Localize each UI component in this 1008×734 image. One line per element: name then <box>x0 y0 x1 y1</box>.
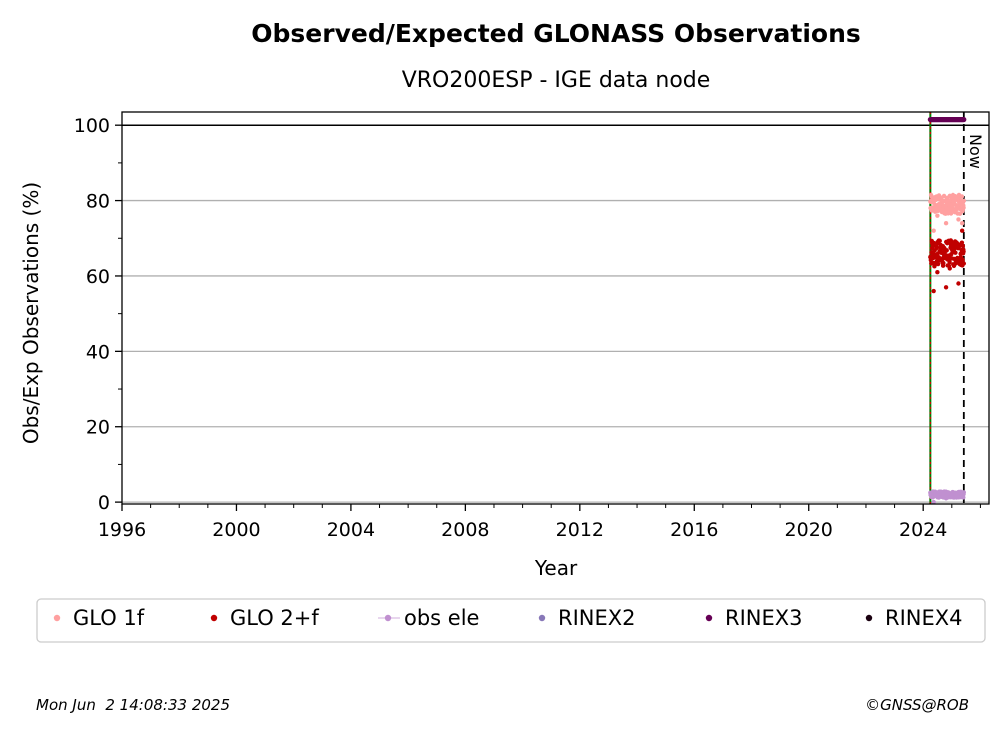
axes: 1996 2000 2004 2008 2012 2016 2020 2024 0 20 40 60 8… <box>74 115 981 541</box>
legend-marker <box>384 614 392 622</box>
data-point <box>937 238 942 244</box>
data-point <box>943 285 949 290</box>
data-point <box>960 243 966 249</box>
data-point <box>931 228 936 233</box>
reference-lines <box>122 112 989 504</box>
legend-label: RINEX3 <box>725 606 803 630</box>
data-point <box>931 240 937 246</box>
data-point <box>959 228 965 233</box>
footer-timestamp: Mon Jun 2 14:08:33 2025 <box>36 696 230 714</box>
legend-entry-rinex4: RINEX4 <box>865 606 963 630</box>
series-glo-1f <box>928 192 967 233</box>
y-tick-label: 20 <box>86 417 110 439</box>
data-point <box>943 220 949 226</box>
data-point <box>947 209 952 215</box>
grid-lines <box>122 124 989 503</box>
now-label: Now <box>966 134 985 169</box>
series-obs-ele <box>928 489 967 505</box>
footer-credit: ©GNSS@ROB <box>865 696 969 714</box>
legend: GLO 1f GLO 2+f obs ele RINEX2 RINEX3 RINEX4 <box>36 598 986 643</box>
data-point <box>935 261 941 267</box>
legend-label: RINEX2 <box>558 606 636 630</box>
legend-marker <box>210 614 218 622</box>
legend-label: GLO 2+f <box>230 606 319 630</box>
plot-frame <box>121 111 990 505</box>
chart-title: Observed/Expected GLONASS Observations <box>251 19 861 48</box>
legend-entry-glo-2-f: GLO 2+f <box>210 606 319 630</box>
legend-marker <box>865 614 873 622</box>
x-tick-label: 1996 <box>98 519 146 541</box>
chart-subtitle: VRO200ESP - IGE data node <box>402 68 711 93</box>
data-point <box>956 281 961 286</box>
legend-entry-obs-ele: obs ele <box>378 606 479 630</box>
legend-entry-rinex2: RINEX2 <box>538 606 636 630</box>
x-tick-label: 2004 <box>327 519 375 541</box>
data-point <box>944 248 949 253</box>
data-point <box>961 261 967 266</box>
data-point <box>935 213 940 218</box>
data-point <box>957 244 962 249</box>
legend-marker <box>53 614 61 622</box>
data-point <box>941 260 946 266</box>
data-point <box>961 490 967 495</box>
data-point <box>961 116 967 123</box>
legend-label: RINEX4 <box>885 606 963 630</box>
x-tick-label: 2008 <box>441 519 489 541</box>
legend-entry-glo-1f: GLO 1f <box>53 606 145 630</box>
x-tick-label: 2016 <box>670 519 718 541</box>
data-point <box>953 250 958 255</box>
y-tick-label: 40 <box>86 341 110 363</box>
data-point <box>961 249 966 254</box>
data-point <box>943 496 949 501</box>
legend-frame <box>36 598 986 643</box>
x-tick-label: 2024 <box>899 519 947 541</box>
data-point <box>959 194 965 199</box>
data-point <box>947 259 952 265</box>
data-point <box>934 245 939 251</box>
y-tick-label: 100 <box>74 115 110 137</box>
data-point <box>931 288 936 294</box>
data-point <box>961 205 966 210</box>
y-tick-label: 60 <box>86 266 110 288</box>
series-rinex3 <box>927 116 967 123</box>
y-axis-label: Obs/Exp Observations (%) <box>19 182 43 444</box>
series-glo-2-f <box>928 228 967 294</box>
data-point <box>961 198 967 204</box>
data-point <box>931 499 936 505</box>
x-tick-label: 2020 <box>785 519 833 541</box>
x-axis-label: Year <box>534 556 578 580</box>
data-point <box>959 220 965 226</box>
legend-label: GLO 1f <box>73 606 145 630</box>
legend-entry-rinex3: RINEX3 <box>705 606 803 630</box>
data-point <box>956 217 961 222</box>
legend-label: obs ele <box>404 606 479 630</box>
data-point <box>935 269 940 275</box>
y-tick-label: 80 <box>86 191 110 213</box>
x-tick-label: 2000 <box>212 519 260 541</box>
y-tick-label: 0 <box>98 492 110 514</box>
legend-marker <box>538 614 546 622</box>
x-tick-label: 2012 <box>556 519 604 541</box>
legend-marker <box>705 614 713 622</box>
data-point <box>947 266 952 271</box>
data-points <box>927 116 967 505</box>
data-point <box>961 495 966 500</box>
data-point <box>960 257 965 263</box>
